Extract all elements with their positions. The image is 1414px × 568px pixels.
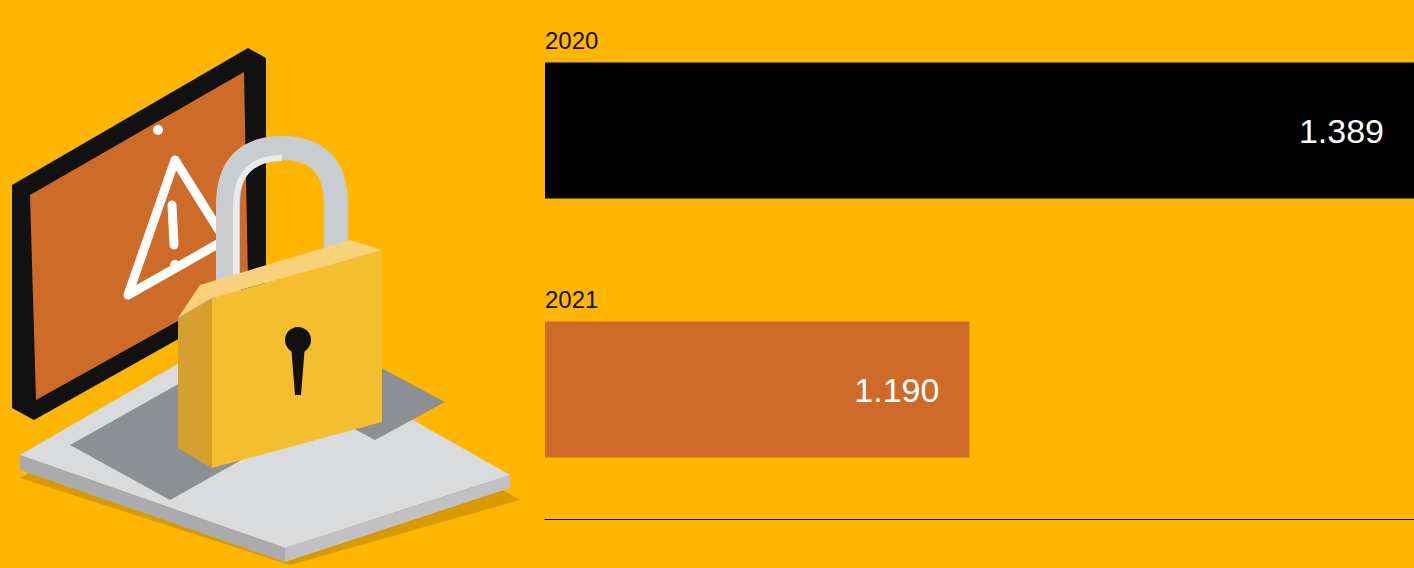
svg-text:2021: 2021 (545, 286, 598, 313)
svg-text:2020: 2020 (545, 27, 598, 54)
svg-text:1.190: 1.190 (854, 371, 939, 409)
svg-text:1.389: 1.389 (1299, 112, 1384, 150)
